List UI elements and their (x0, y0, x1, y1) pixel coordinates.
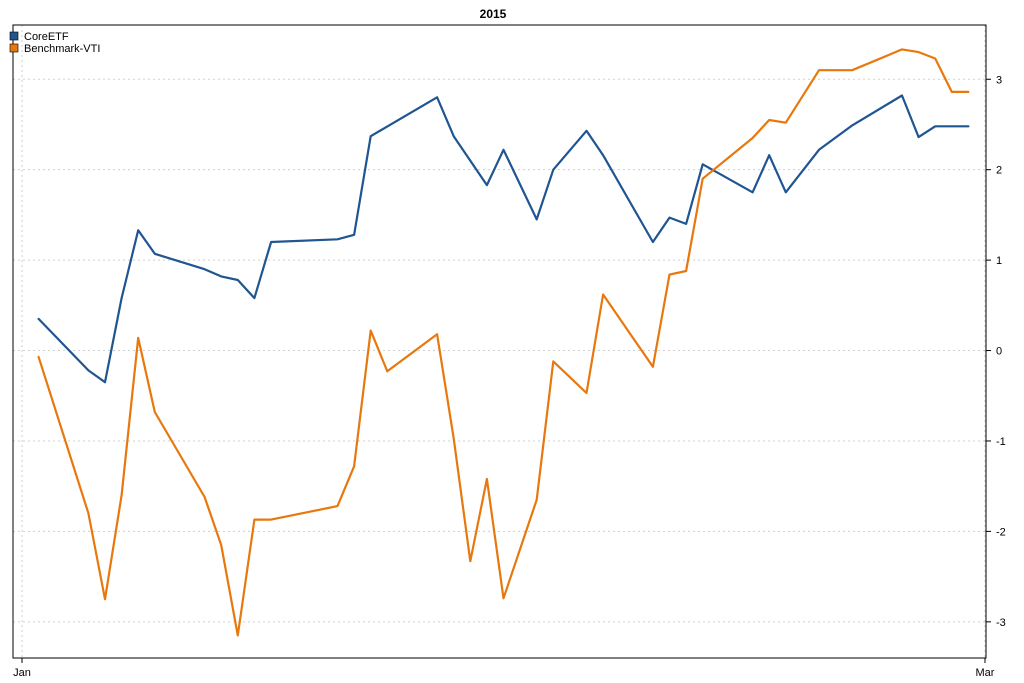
y-tick-label: 1 (996, 255, 1002, 267)
grid (13, 25, 986, 658)
y-tick-label: 2 (996, 165, 1002, 177)
legend-label: CoreETF (24, 31, 69, 43)
y-tick-label: -1 (996, 436, 1006, 448)
y-tick-label: 3 (996, 74, 1002, 86)
y-tick-label: 0 (996, 346, 1002, 358)
legend-label: Benchmark-VTI (24, 43, 100, 55)
plot-frame (12, 24, 987, 659)
legend-swatch (9, 31, 19, 41)
axes: -3 -2 -1 0 1 2 3 Jan Mar (13, 74, 1006, 679)
series-line-coreetf (37, 94, 970, 384)
series-group (37, 48, 970, 637)
chart-title: 2015 (480, 7, 507, 21)
y-tick-label: -2 (996, 526, 1006, 538)
legend-swatch (9, 43, 19, 53)
x-tick-label: Jan (13, 667, 31, 679)
series-line-benchmark-vti (37, 48, 970, 637)
y-tick-label: -3 (996, 617, 1006, 629)
x-tick-label: Mar (976, 667, 995, 679)
